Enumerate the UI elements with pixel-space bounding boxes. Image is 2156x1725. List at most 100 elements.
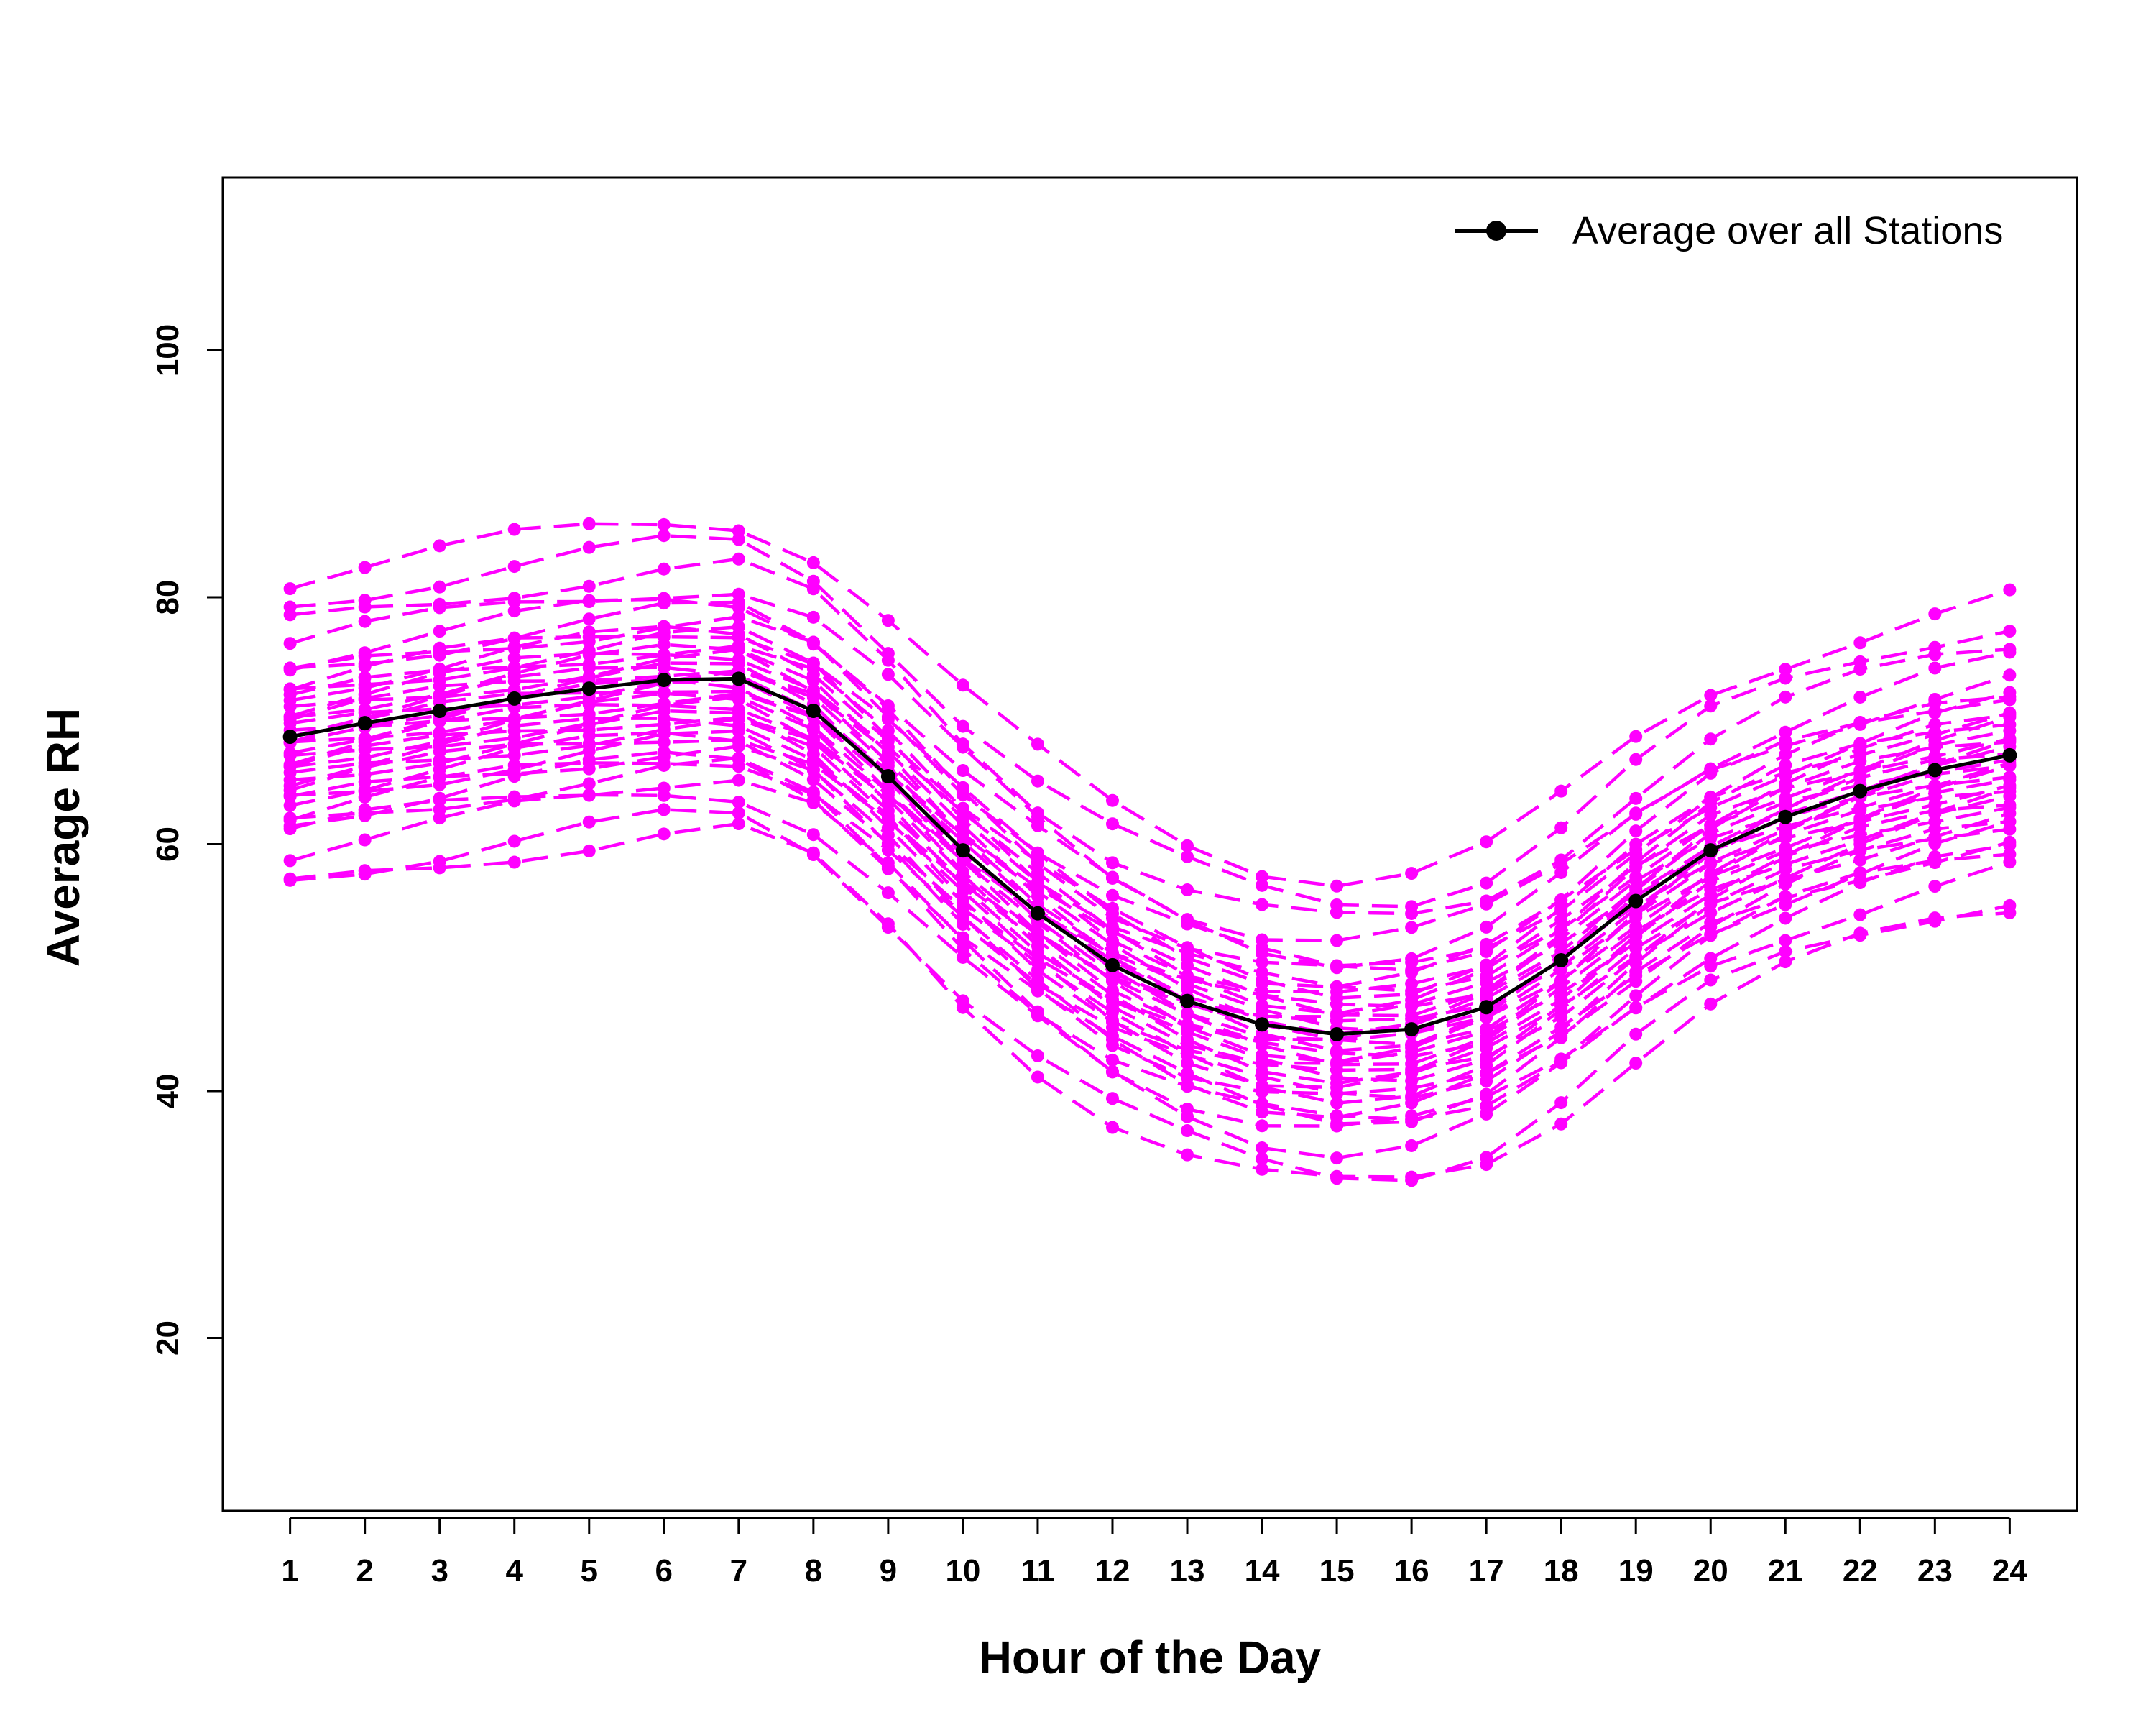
x-tick-label: 9: [880, 1553, 897, 1588]
station-point: [358, 646, 372, 660]
station-point: [358, 561, 372, 574]
station-point: [956, 874, 969, 888]
station-point: [433, 756, 446, 770]
station-point: [1181, 969, 1194, 983]
station-point: [433, 855, 446, 868]
station-point: [956, 801, 969, 815]
station-point: [1704, 867, 1718, 880]
y-tick-label: 80: [150, 580, 185, 615]
station-point: [1256, 1105, 1269, 1119]
station-series: [283, 803, 2017, 1187]
station-point: [1480, 1099, 1493, 1113]
station-point: [956, 764, 969, 778]
station-point: [1031, 1049, 1044, 1063]
station-point: [1779, 690, 1792, 704]
station-point: [1105, 984, 1119, 998]
station-line: [290, 822, 2010, 1179]
station-point: [433, 539, 446, 553]
station-point: [1853, 908, 1867, 921]
average-point: [1927, 763, 1943, 778]
station-point: [433, 648, 446, 662]
station-point: [1031, 806, 1044, 820]
station-point: [1105, 817, 1119, 831]
station-line: [290, 615, 2010, 967]
station-point: [956, 813, 969, 827]
station-point: [1554, 893, 1568, 906]
station-point: [1704, 856, 1718, 870]
station-line: [290, 717, 2010, 1072]
station-point: [1853, 929, 1867, 942]
station-point: [732, 610, 745, 624]
station-point: [1031, 866, 1044, 880]
station-point: [1779, 841, 1792, 855]
station-point: [1853, 737, 1867, 750]
station-point: [1480, 1151, 1493, 1164]
x-tick-label: 6: [655, 1553, 673, 1588]
station-point: [881, 710, 895, 724]
station-point: [881, 786, 895, 799]
station-point: [732, 685, 745, 699]
station-point: [1704, 952, 1718, 965]
station-point: [1779, 898, 1792, 911]
station-point: [1181, 1018, 1194, 1031]
station-point: [1105, 1065, 1119, 1079]
station-point: [1779, 671, 1792, 685]
station-point: [507, 632, 521, 645]
average-point: [731, 671, 746, 686]
station-point: [1405, 988, 1419, 1001]
station-point: [732, 733, 745, 747]
station-point: [1554, 853, 1568, 867]
average-point: [1330, 1027, 1345, 1042]
station-point: [956, 931, 969, 944]
station-point: [732, 653, 745, 666]
station-point: [2003, 822, 2017, 836]
station-point: [956, 737, 969, 751]
station-point: [1928, 704, 1942, 718]
station-point: [1928, 750, 1942, 763]
station-point: [1629, 847, 1643, 861]
station-point: [1256, 1141, 1269, 1155]
average-point: [1778, 809, 1793, 824]
station-point: [1405, 867, 1419, 880]
legend-marker-icon: [1486, 221, 1506, 241]
station-point: [1928, 830, 1942, 844]
station-point: [956, 865, 969, 879]
station-point: [1853, 853, 1867, 867]
station-point: [881, 862, 895, 875]
station-point: [1181, 839, 1194, 852]
station-point: [1928, 779, 1942, 793]
station-point: [1853, 833, 1867, 847]
y-tick-label: 60: [150, 827, 185, 862]
station-point: [1256, 1119, 1269, 1133]
station-point: [956, 827, 969, 841]
station-line: [289, 761, 2011, 1119]
station-point: [1031, 946, 1044, 960]
station-line: [290, 643, 2010, 1018]
station-point: [2003, 898, 2017, 912]
station-point: [582, 717, 596, 730]
station-lines-layer: [283, 517, 2017, 1187]
x-axis-title: Hour of the Day: [979, 1632, 1322, 1683]
station-point: [1330, 1151, 1344, 1165]
station-point: [732, 703, 745, 717]
station-point: [433, 662, 446, 676]
x-tick-label: 8: [805, 1553, 822, 1588]
station-point: [582, 788, 596, 802]
station-point: [732, 631, 745, 645]
station-point: [1256, 1049, 1269, 1062]
station-point: [1256, 998, 1269, 1012]
x-tick-label: 15: [1319, 1553, 1355, 1588]
station-point: [732, 795, 745, 809]
station-point: [1105, 993, 1119, 1007]
station-point: [582, 595, 596, 609]
station-point: [1330, 961, 1344, 975]
station-point: [358, 833, 372, 847]
station-line: [290, 731, 2011, 1105]
station-point: [881, 614, 895, 627]
station-point: [881, 886, 895, 900]
station-point: [1405, 963, 1419, 977]
station-point: [1256, 870, 1269, 883]
station-point: [433, 803, 446, 816]
average-point: [1703, 843, 1718, 858]
x-tick-label: 14: [1245, 1553, 1280, 1588]
